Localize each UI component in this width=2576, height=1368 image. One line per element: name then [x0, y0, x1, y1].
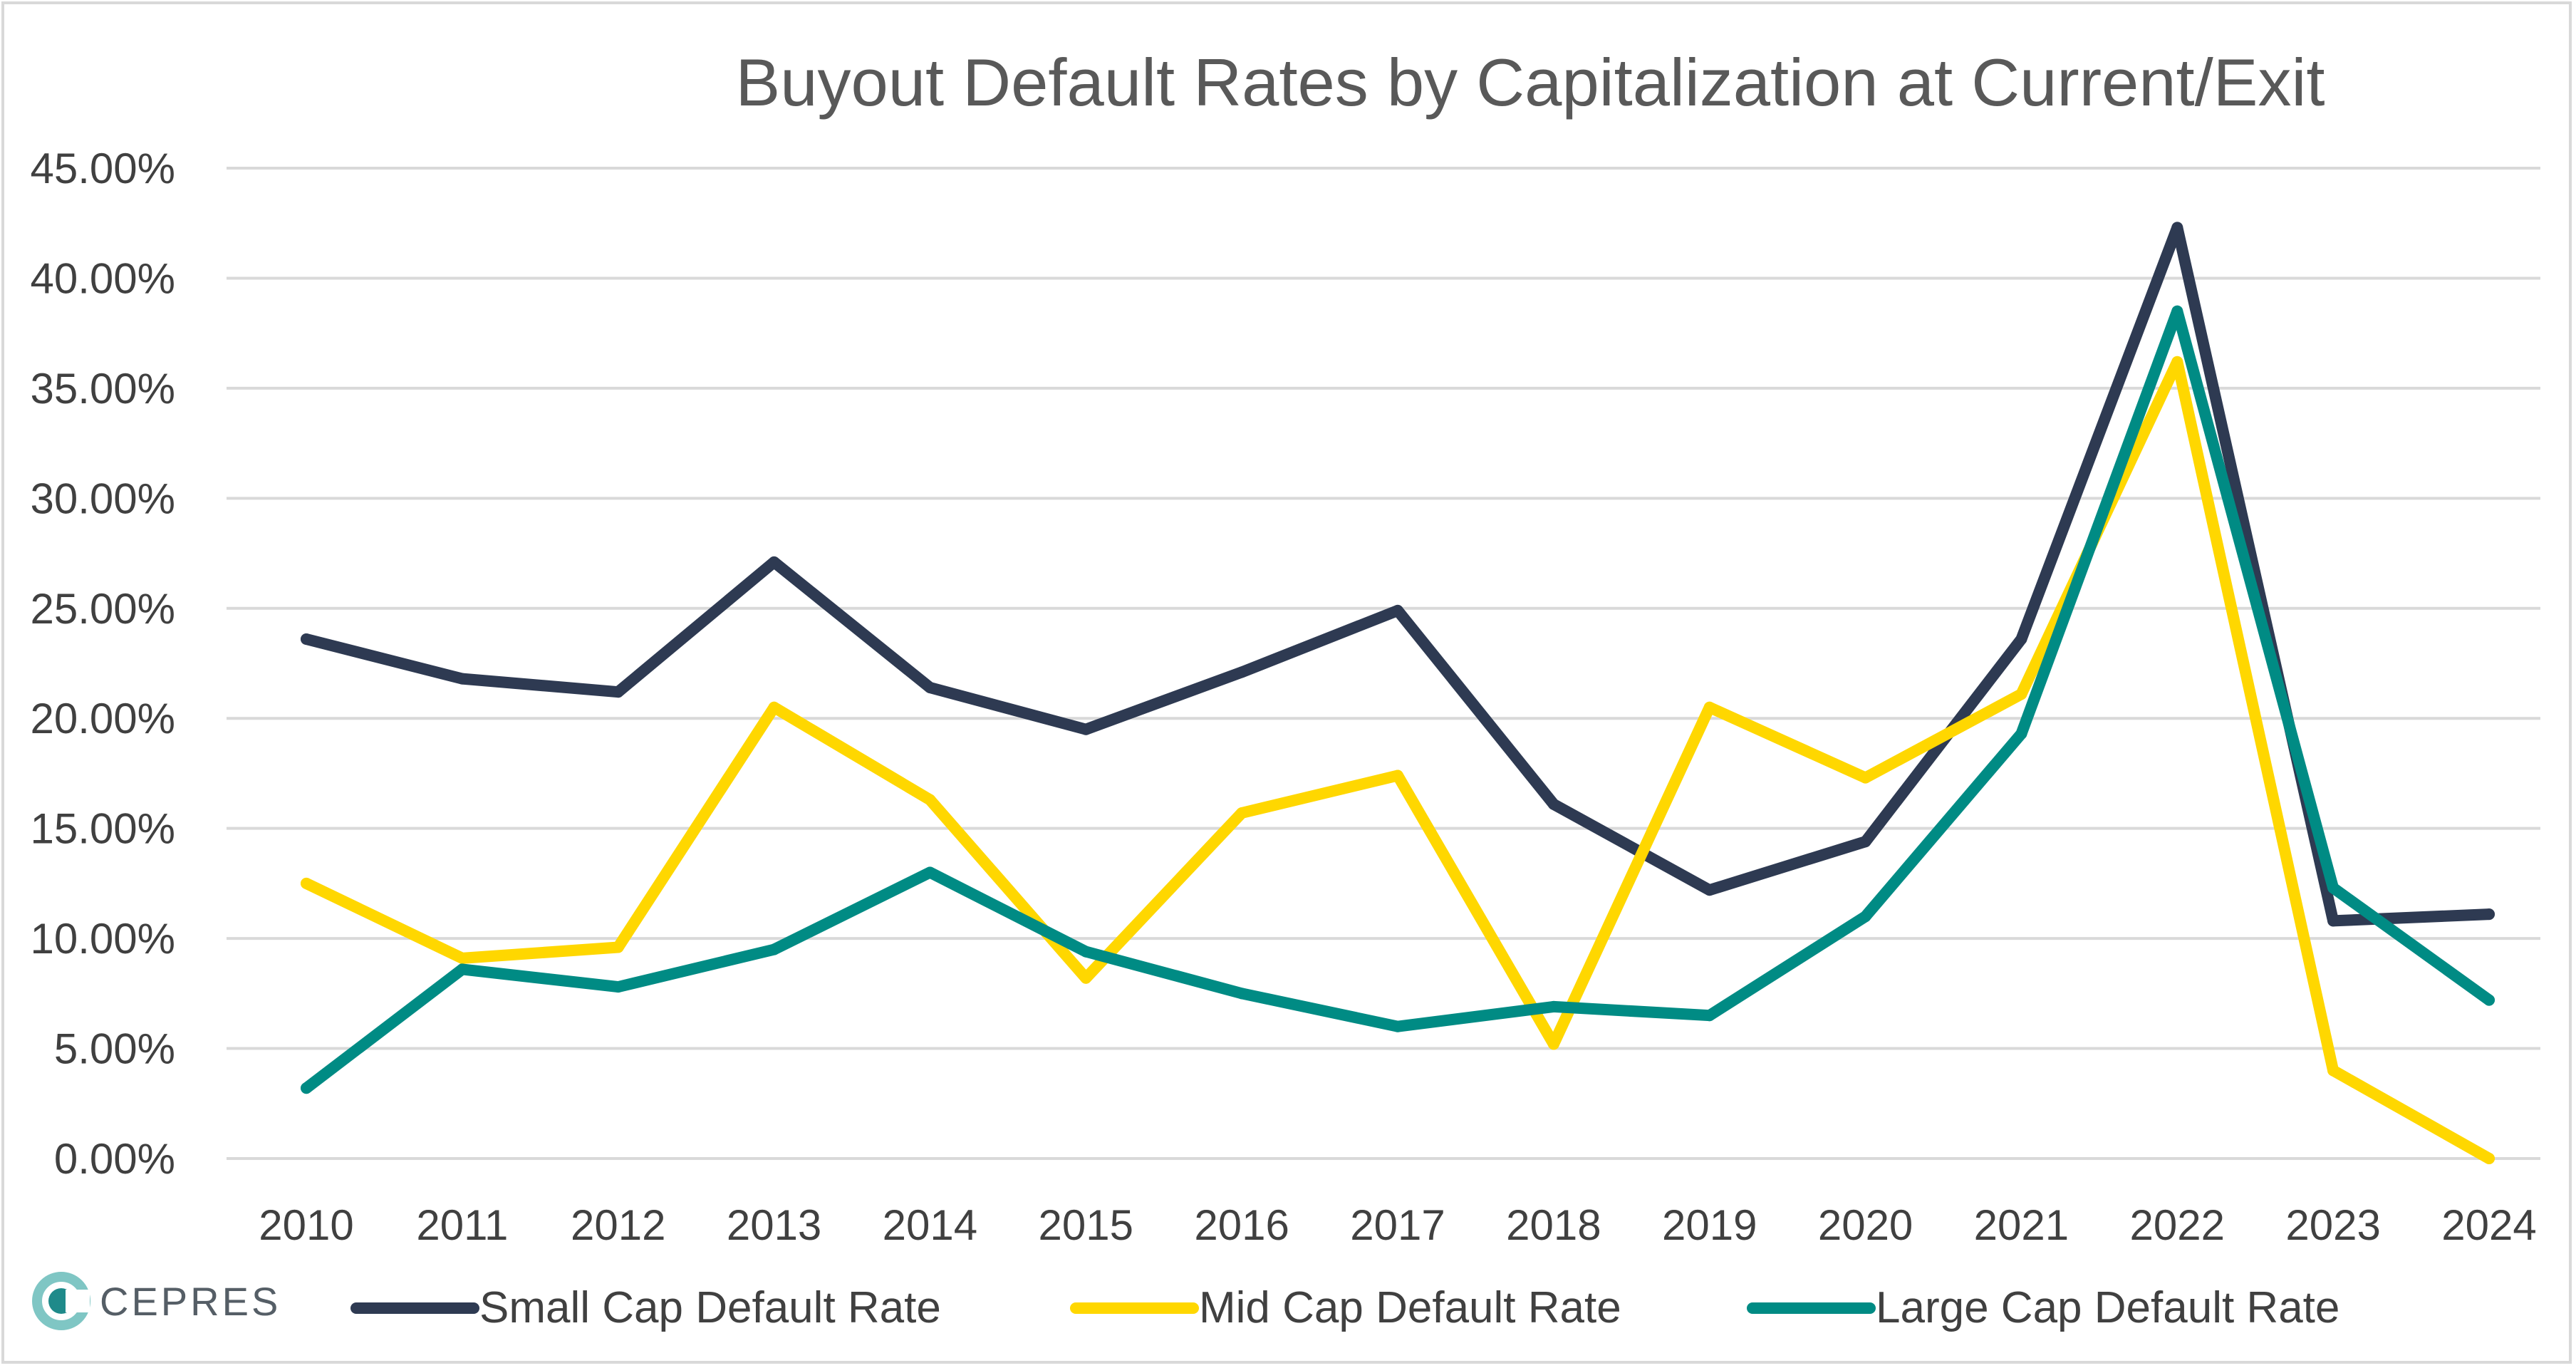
cepres-logo: CEPRES	[32, 1272, 281, 1330]
x-tick-label: 2013	[727, 1201, 821, 1249]
data-point	[1547, 1000, 1559, 1012]
data-point	[2327, 915, 2339, 927]
data-point	[1703, 884, 1715, 896]
y-tick-label: 40.00%	[31, 254, 176, 302]
x-axis-tick-labels: 2010 2011 2012 2013 2014 2015 2016 2017 2018 2019…	[259, 1201, 2536, 1249]
y-tick-label: 25.00%	[31, 585, 176, 633]
data-point	[1236, 666, 1248, 678]
x-tick-label: 2015	[1039, 1201, 1133, 1249]
y-tick-label: 20.00%	[31, 695, 176, 742]
data-point	[612, 941, 624, 953]
x-tick-label: 2023	[2285, 1201, 2380, 1249]
data-point	[612, 686, 624, 698]
y-tick-label: 15.00%	[31, 805, 176, 853]
chart-title: Buyout Default Rates by Capitalization a…	[736, 45, 2325, 120]
data-point	[2327, 882, 2339, 894]
logo-notch-icon	[66, 1290, 90, 1312]
x-tick-label: 2018	[1506, 1201, 1601, 1249]
data-point	[1236, 988, 1248, 1000]
series-lines	[301, 222, 2495, 1164]
data-point	[2171, 222, 2183, 234]
data-point	[456, 673, 468, 685]
data-point	[2327, 1064, 2339, 1077]
data-point	[768, 556, 780, 568]
x-tick-label: 2021	[1974, 1201, 2069, 1249]
data-point	[924, 794, 936, 806]
y-tick-label: 10.00%	[31, 915, 176, 963]
data-point	[612, 981, 624, 993]
data-point	[1859, 836, 1871, 848]
x-tick-label: 2020	[1818, 1201, 1913, 1249]
series-line-2	[301, 356, 2495, 1164]
data-point	[456, 952, 468, 964]
x-tick-label: 2010	[259, 1201, 353, 1249]
y-tick-label: 0.00%	[54, 1135, 175, 1183]
data-point	[1703, 701, 1715, 713]
data-point	[301, 877, 312, 889]
x-tick-label: 2019	[1662, 1201, 1757, 1249]
legend-label-1: Small Cap Default Rate	[479, 1283, 941, 1332]
logo-text: CEPRES	[100, 1279, 281, 1324]
x-tick-label: 2024	[2441, 1201, 2536, 1249]
data-point	[1859, 772, 1871, 784]
x-tick-label: 2016	[1194, 1201, 1289, 1249]
y-tick-label: 30.00%	[31, 475, 176, 522]
data-point	[456, 963, 468, 975]
data-point	[1236, 807, 1248, 819]
gridlines	[227, 167, 2540, 1160]
x-tick-label: 2012	[571, 1201, 665, 1249]
legend-label-3: Large Cap Default Rate	[1876, 1283, 2339, 1332]
data-point	[2015, 727, 2027, 740]
y-tick-label: 35.00%	[31, 365, 176, 413]
data-point	[1859, 911, 1871, 923]
data-point	[1080, 723, 1092, 735]
x-tick-label: 2014	[883, 1201, 977, 1249]
legend-label-2: Mid Cap Default Rate	[1199, 1283, 1621, 1332]
data-point	[2483, 994, 2495, 1006]
data-point	[1080, 972, 1092, 984]
data-point	[2483, 1153, 2495, 1164]
data-point	[1080, 945, 1092, 958]
y-tick-label: 45.00%	[31, 145, 176, 192]
data-point	[1703, 1010, 1715, 1022]
legend: Small Cap Default Rate Mid Cap Default Ra…	[350, 1283, 2339, 1332]
y-tick-label: 5.00%	[54, 1025, 175, 1073]
data-point	[924, 681, 936, 693]
data-point	[1392, 1020, 1403, 1032]
data-point	[768, 701, 780, 713]
data-point	[2171, 356, 2183, 368]
data-point	[2015, 633, 2027, 646]
data-point	[1392, 604, 1403, 616]
x-tick-label: 2017	[1350, 1201, 1445, 1249]
x-tick-label: 2011	[416, 1201, 508, 1249]
data-point	[1547, 798, 1559, 810]
series-line-3	[301, 305, 2495, 1094]
data-point	[2171, 305, 2183, 317]
data-point	[301, 633, 312, 646]
data-point	[768, 943, 780, 955]
series-line-1	[301, 222, 2495, 927]
data-point	[301, 1082, 312, 1094]
data-point	[1547, 1038, 1559, 1050]
data-point	[924, 866, 936, 879]
data-point	[1392, 770, 1403, 782]
data-point	[2483, 908, 2495, 921]
x-tick-label: 2022	[2130, 1201, 2225, 1249]
y-axis-tick-labels: 0.00% 5.00% 10.00% 15.00% 20.00% 25.00% 30.00%…	[31, 145, 176, 1183]
data-point	[2015, 688, 2027, 700]
